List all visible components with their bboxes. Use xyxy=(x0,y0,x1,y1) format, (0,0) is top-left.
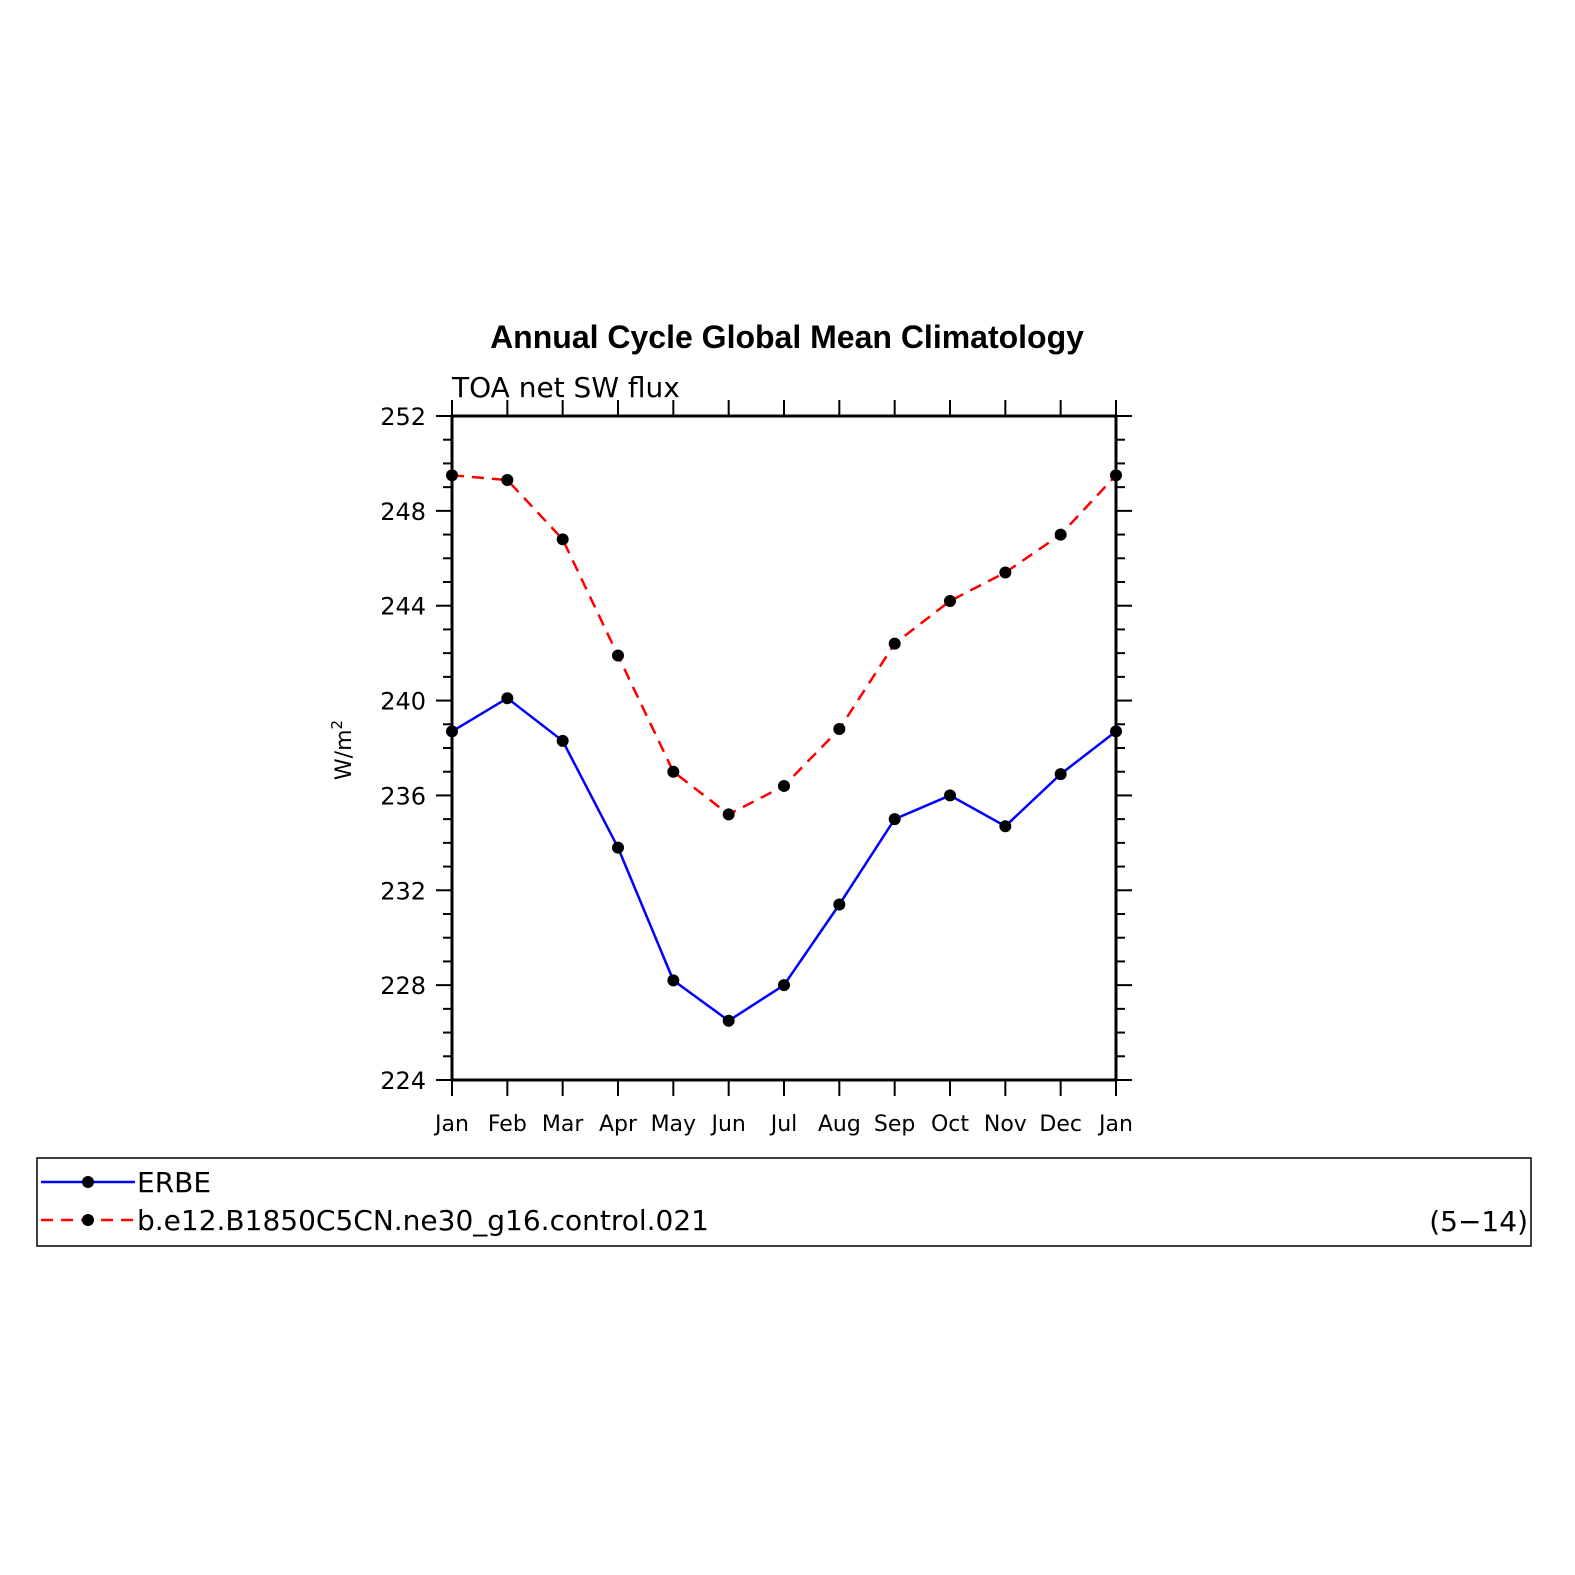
x-tick-label: Nov xyxy=(984,1112,1027,1137)
data-point xyxy=(999,566,1012,579)
x-tick-label: Jan xyxy=(1097,1112,1133,1137)
data-point xyxy=(1054,528,1067,541)
chart-title: Annual Cycle Global Mean Climatology xyxy=(490,319,1084,355)
legend: ERBE b.e12.B1850C5CN.ne30_g16.control.021… xyxy=(36,1157,1532,1247)
x-tick-label: Feb xyxy=(488,1112,527,1137)
data-point xyxy=(833,723,846,736)
legend-note: (5−14) xyxy=(1429,1205,1528,1238)
y-tick-label: 232 xyxy=(380,877,426,905)
x-tick-label: Dec xyxy=(1039,1112,1082,1137)
y-axis-label: W/m2 xyxy=(328,720,357,780)
data-point xyxy=(612,841,624,854)
data-point xyxy=(833,898,846,911)
x-tick-label: Sep xyxy=(874,1112,915,1137)
y-tick-label: 224 xyxy=(380,1067,426,1095)
y-tick-label: 240 xyxy=(380,688,426,716)
data-point xyxy=(556,533,569,546)
chart-subtitle: TOA net SW flux xyxy=(451,371,680,404)
plot-axes xyxy=(436,400,1132,1096)
x-tick-label: Aug xyxy=(818,1112,861,1137)
data-point xyxy=(888,637,901,650)
y-tick-label: 248 xyxy=(380,498,426,526)
data-point xyxy=(722,1014,735,1027)
data-point xyxy=(944,594,956,607)
series-line-2 xyxy=(451,474,1117,816)
x-tick-label: Jul xyxy=(769,1112,798,1137)
data-point xyxy=(888,813,901,826)
legend-box xyxy=(36,1157,1532,1247)
data-point xyxy=(446,725,458,738)
y-tick-label: 236 xyxy=(380,782,426,810)
data-point xyxy=(556,734,569,747)
y-tick-labels: 224 228 232 236 240 244 248 252 xyxy=(380,403,426,1095)
legend-swatch-marker xyxy=(82,1176,94,1188)
y-tick-label: 244 xyxy=(380,593,426,621)
x-tick-label: Mar xyxy=(542,1112,584,1137)
data-point xyxy=(778,979,790,992)
legend-label: ERBE xyxy=(137,1166,211,1199)
data-point xyxy=(944,789,956,802)
x-tick-label: Apr xyxy=(599,1112,638,1137)
x-tick-label: Oct xyxy=(931,1112,969,1137)
x-tick-label: Jan xyxy=(433,1112,469,1137)
legend-label: b.e12.B1850C5CN.ne30_g16.control.021 xyxy=(137,1204,709,1237)
data-point xyxy=(778,779,790,792)
data-point xyxy=(1110,469,1122,482)
legend-swatch-marker xyxy=(82,1214,94,1226)
y-tick-label: 252 xyxy=(380,403,426,431)
data-point xyxy=(1054,768,1067,781)
series-line-1 xyxy=(451,696,1117,1023)
x-tick-label: May xyxy=(651,1112,696,1137)
data-point xyxy=(446,469,458,482)
y-tick-label: 228 xyxy=(380,972,426,1000)
data-point xyxy=(667,765,680,778)
data-point xyxy=(501,474,514,487)
data-point xyxy=(501,692,514,705)
data-point xyxy=(667,974,680,987)
data-point xyxy=(612,649,624,662)
x-tick-labels: Jan Feb Mar Apr May Jun Jul Aug Sep Oct Nov Dec Jan xyxy=(433,1112,1133,1137)
x-tick-label: Jun xyxy=(709,1112,745,1137)
series-group xyxy=(446,469,1122,1027)
data-point xyxy=(999,820,1012,833)
data-point xyxy=(1110,725,1122,738)
data-point xyxy=(722,808,735,821)
